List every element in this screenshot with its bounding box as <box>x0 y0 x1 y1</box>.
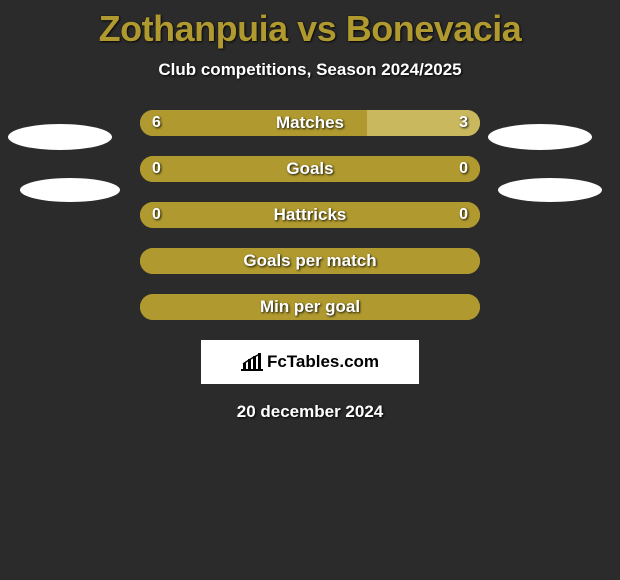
stat-row: Min per goal <box>140 294 480 320</box>
stat-label: Hattricks <box>140 205 480 225</box>
stat-row: Matches6 3 <box>140 110 480 136</box>
stat-value-left: 6 <box>152 114 161 132</box>
stat-label: Matches <box>140 113 480 133</box>
stat-label: Goals <box>140 159 480 179</box>
stat-value-right: 3 <box>459 114 468 132</box>
stat-row: Goals0 0 <box>140 156 480 182</box>
player1-name: Zothanpuia <box>99 8 288 49</box>
stat-value-left: 0 <box>152 160 161 178</box>
vs-text: vs <box>297 8 336 49</box>
subtitle: Club competitions, Season 2024/2025 <box>0 60 620 80</box>
stat-row: Hattricks0 0 <box>140 202 480 228</box>
team-badge-placeholder <box>498 178 602 202</box>
player2-name: Bonevacia <box>346 8 522 49</box>
stat-row: Goals per match <box>140 248 480 274</box>
team-badge-placeholder <box>20 178 120 202</box>
stat-label: Min per goal <box>140 297 480 317</box>
team-badge-placeholder <box>8 124 112 150</box>
stat-value-right: 0 <box>459 206 468 224</box>
team-badge-placeholder <box>488 124 592 150</box>
logo: FcTables.com <box>241 352 379 372</box>
stat-value-left: 0 <box>152 206 161 224</box>
logo-box: FcTables.com <box>201 340 419 384</box>
logo-text: FcTables.com <box>267 352 379 372</box>
date-text: 20 december 2024 <box>0 402 620 422</box>
stat-value-right: 0 <box>459 160 468 178</box>
stat-label: Goals per match <box>140 251 480 271</box>
bar-chart-icon <box>241 353 263 371</box>
comparison-title: Zothanpuia vs Bonevacia <box>0 0 620 50</box>
